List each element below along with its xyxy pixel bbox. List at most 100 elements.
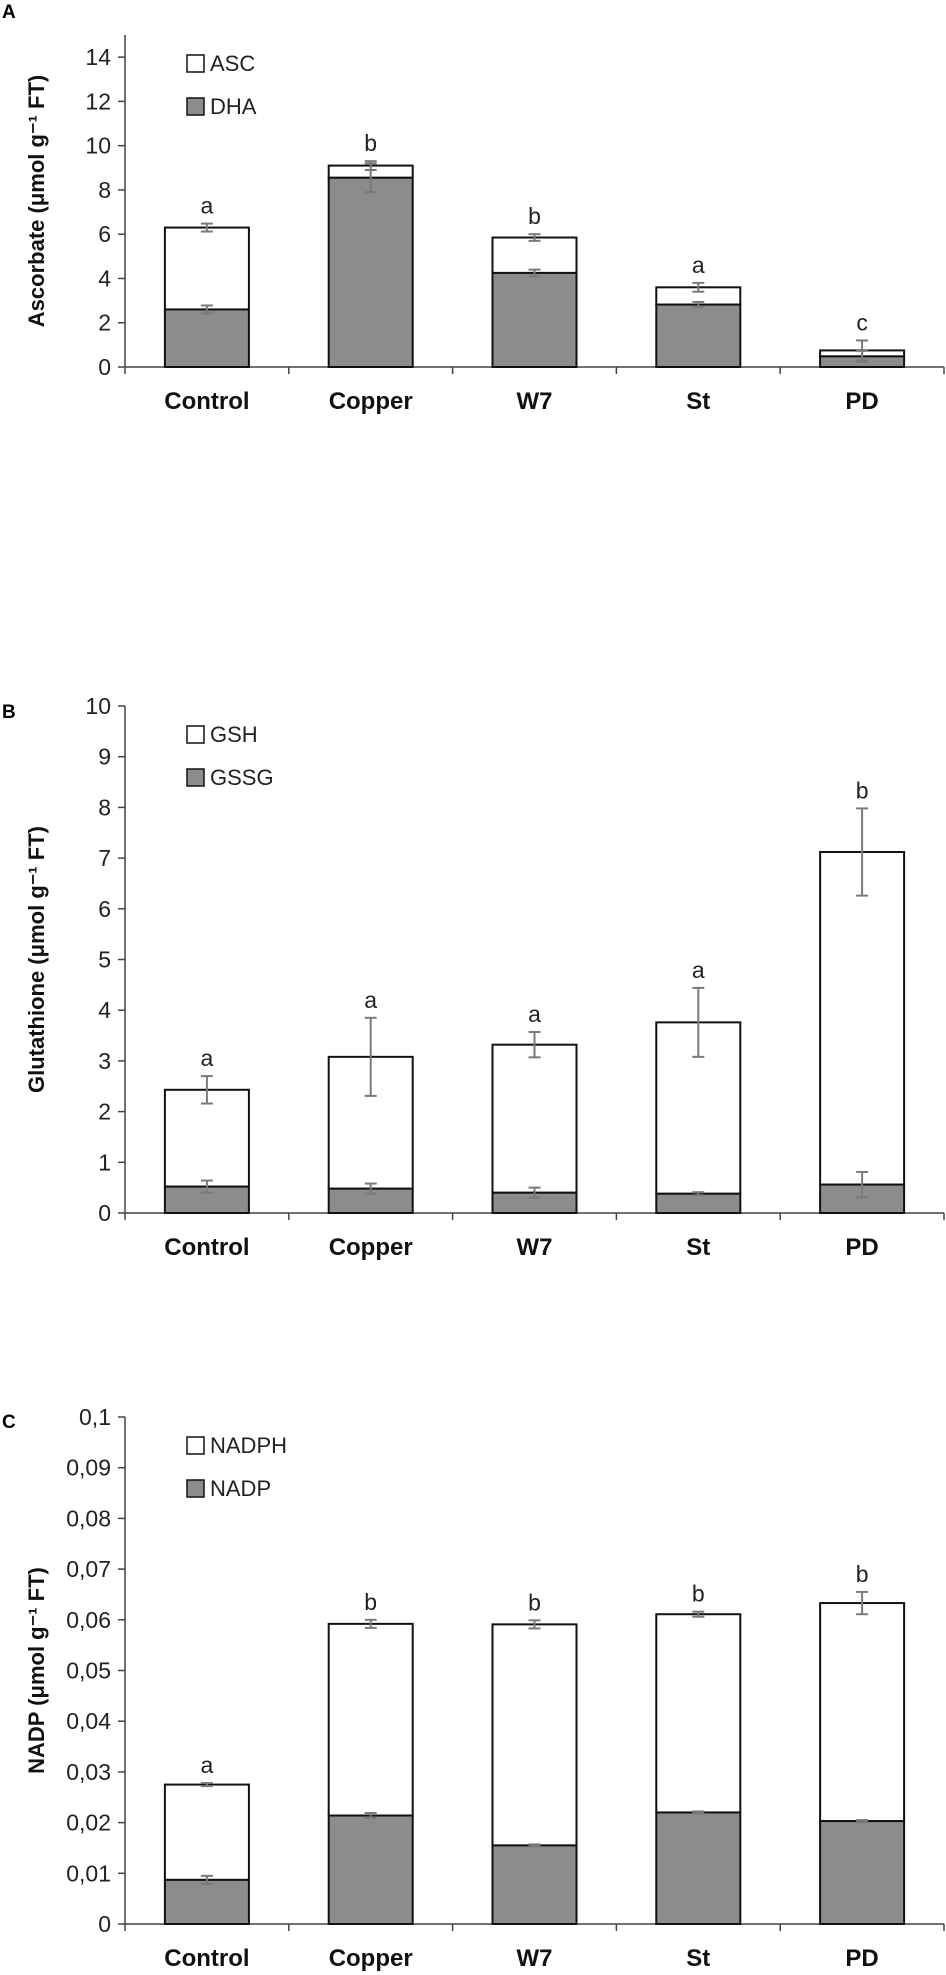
bar-nadph-copper [327, 1622, 414, 1817]
legend-swatch-dha [186, 97, 205, 116]
significance-letter: a [364, 987, 377, 1013]
x-tick-label: PD [845, 388, 878, 415]
bar-dha-copper [327, 176, 414, 368]
significance-letter: b [528, 203, 541, 229]
significance-letter: a [692, 957, 705, 983]
y-tick-label: 0,06 [66, 1607, 111, 1633]
bar-nadph-pd [819, 1602, 906, 1823]
y-tick-label: 0,03 [66, 1759, 111, 1785]
x-tick-label: PD [845, 1945, 878, 1972]
bar-gssg-st [655, 1192, 742, 1215]
bar-nadp-control [163, 1878, 250, 1925]
y-tick-label: 0 [98, 354, 111, 380]
legend-swatch-gsh [186, 725, 205, 744]
bar-asc-control [163, 226, 250, 311]
significance-letter: b [364, 1589, 377, 1615]
y-tick-label: 4 [98, 997, 111, 1023]
panel-label: C [2, 1412, 16, 1433]
bar-nadph-w7 [491, 1623, 578, 1847]
x-tick-label: Copper [329, 1234, 413, 1261]
y-tick-label: 0,08 [66, 1505, 111, 1531]
legend-swatch-asc [186, 54, 205, 73]
x-tick-label: PD [845, 1234, 878, 1261]
y-tick-label: 0 [98, 1911, 111, 1937]
bar-nadp-w7 [491, 1844, 578, 1926]
legend-swatch-nadph [186, 1436, 205, 1455]
bar-dha-control [163, 308, 250, 369]
y-tick-label: 1 [98, 1149, 111, 1175]
y-axis-title: NADP (μmol g⁻¹ FT) [24, 1567, 49, 1774]
bar-gsh-control [163, 1088, 250, 1188]
x-tick-label: St [686, 1234, 710, 1261]
y-tick-label: 0,01 [66, 1860, 111, 1886]
significance-letter: b [528, 1589, 541, 1615]
x-tick-label: Control [164, 1945, 249, 1972]
bar-asc-w7 [491, 236, 578, 274]
y-tick-label: 0 [98, 1200, 111, 1226]
panel-label: A [2, 2, 16, 23]
significance-letter: a [201, 193, 214, 219]
chart-panel-b: B 0 1 2 3 4 5 6 7 8 9 10 Glutathione (μmol g⁻¹ FT) a C… [2, 693, 945, 1261]
legend-label-nadp: NADP [210, 1476, 271, 1501]
significance-letter: b [364, 130, 377, 156]
bar-gsh-pd [819, 851, 906, 1186]
significance-letter: c [856, 309, 868, 335]
significance-letter: b [856, 777, 869, 803]
bar-dha-st [655, 303, 742, 369]
y-tick-label: 0,04 [66, 1708, 111, 1734]
y-tick-label: 10 [85, 693, 111, 719]
legend-label-asc: ASC [210, 51, 255, 76]
x-tick-label: St [686, 1945, 710, 1972]
bar-nadph-control [163, 1783, 250, 1881]
y-tick-label: 8 [98, 177, 111, 203]
bar-nadp-st [655, 1811, 742, 1925]
legend-label-gssg: GSSG [210, 765, 274, 790]
panel-label: B [2, 702, 16, 723]
chart-panel-a: A 0 2 4 6 8 10 12 14 Ascorbate (μmol g⁻¹ FT) a Cont… [2, 2, 945, 415]
x-tick-label: Copper [329, 1945, 413, 1972]
x-tick-label: W7 [517, 388, 553, 415]
y-tick-label: 7 [98, 845, 111, 871]
y-tick-label: 14 [85, 44, 111, 70]
y-tick-label: 0,07 [66, 1556, 111, 1582]
significance-letter: b [856, 1561, 869, 1587]
bar-gsh-w7 [491, 1043, 578, 1194]
y-tick-label: 6 [98, 896, 111, 922]
significance-letter: b [692, 1581, 705, 1607]
significance-letter: a [692, 252, 705, 278]
y-axis-title: Glutathione (μmol g⁻¹ FT) [24, 826, 49, 1093]
y-tick-label: 8 [98, 794, 111, 820]
y-tick-label: 2 [98, 310, 111, 336]
legend-label-dha: DHA [210, 94, 257, 119]
y-tick-label: 10 [85, 133, 111, 159]
y-tick-label: 5 [98, 947, 111, 973]
x-tick-label: Control [164, 388, 249, 415]
y-tick-label: 12 [85, 88, 111, 114]
y-tick-label: 0,02 [66, 1810, 111, 1836]
x-tick-label: W7 [517, 1945, 553, 1972]
bar-dha-w7 [491, 271, 578, 368]
y-axis-title: Ascorbate (μmol g⁻¹ FT) [24, 75, 49, 327]
legend-swatch-nadp [186, 1479, 205, 1498]
y-tick-label: 0,1 [79, 1404, 111, 1430]
legend-label-gsh: GSH [210, 722, 258, 747]
x-tick-label: Copper [329, 388, 413, 415]
y-tick-label: 0,05 [66, 1658, 111, 1684]
y-tick-label: 6 [98, 221, 111, 247]
bar-nadph-st [655, 1613, 742, 1814]
y-tick-label: 9 [98, 744, 111, 770]
bar-nadp-pd [819, 1820, 906, 1925]
x-tick-label: St [686, 388, 710, 415]
x-tick-label: Control [164, 1234, 249, 1261]
significance-letter: a [201, 1752, 214, 1778]
y-tick-label: 0,09 [66, 1455, 111, 1481]
legend-swatch-gssg [186, 768, 205, 787]
bar-nadp-copper [327, 1814, 414, 1925]
y-tick-label: 2 [98, 1099, 111, 1125]
significance-letter: a [528, 1001, 541, 1027]
y-tick-label: 3 [98, 1048, 111, 1074]
significance-letter: a [201, 1045, 214, 1071]
x-tick-label: W7 [517, 1234, 553, 1261]
